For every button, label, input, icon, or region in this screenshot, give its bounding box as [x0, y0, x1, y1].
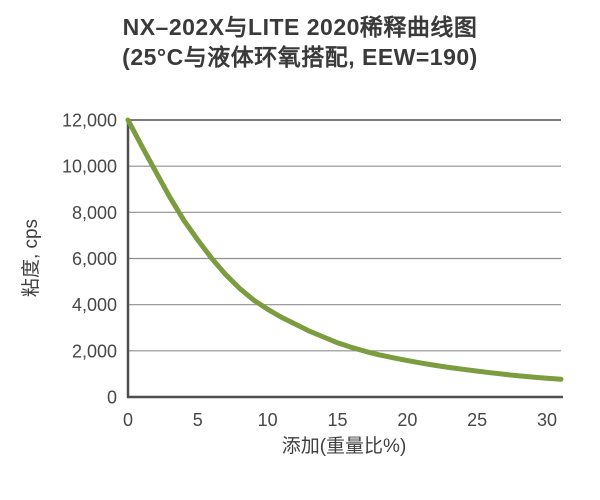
y-tick-label: 2,000 — [72, 341, 117, 361]
series-layer — [125, 117, 564, 382]
series-curve — [125, 117, 564, 382]
y-tick-label: 4,000 — [72, 295, 117, 315]
chart-subtitle: (25°C与液体环氧搭配, EEW=190) — [122, 44, 478, 70]
y-axis-title: 粘度, cps — [20, 219, 42, 297]
y-tick-label: 0 — [107, 388, 117, 408]
y-tick-label: 12,000 — [62, 111, 117, 131]
x-tick-label: 15 — [327, 410, 347, 430]
x-tick-label: 5 — [193, 410, 203, 430]
x-tick-label: 25 — [467, 410, 487, 430]
x-tick-label: 30 — [537, 410, 557, 430]
tick-labels-layer: 0 2,000 4,000 6,000 8,000 10,000 12,000 0 5 10 15 2… — [62, 111, 557, 431]
gridlines-layer — [128, 119, 561, 352]
y-tick-label: 6,000 — [72, 249, 117, 269]
y-tick-label: 8,000 — [72, 203, 117, 223]
y-tick-label: 10,000 — [62, 157, 117, 177]
chart-title: NX–202X与LITE 2020稀释曲线图 — [122, 14, 478, 40]
x-tick-label: 0 — [123, 410, 133, 430]
x-tick-label: 20 — [397, 410, 417, 430]
x-tick-label: 10 — [258, 410, 278, 430]
axes-layer — [126, 120, 563, 399]
x-axis-title: 添加(重量比%) — [282, 435, 407, 457]
chart-title-block: NX–202X与LITE 2020稀释曲线图 (25°C与液体环氧搭配, EEW… — [0, 12, 600, 72]
